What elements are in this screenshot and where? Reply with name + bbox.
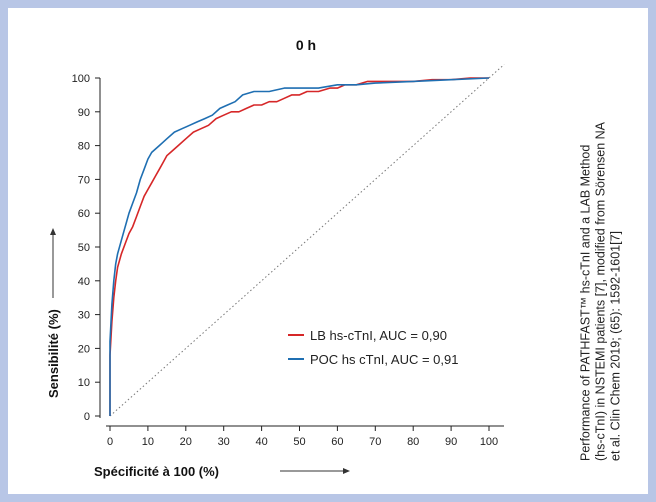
- chart-title: 0 h: [296, 37, 316, 53]
- figure-panel: 0 h 0 10 20 30 40 50 60 70 80 90 100 0 10 20 30 40 50 60 7…: [8, 8, 648, 494]
- x-tick-label: 20: [180, 436, 192, 448]
- x-axis-title: Spécificité à 100 (%): [94, 464, 219, 479]
- series-lines: [109, 77, 490, 416]
- y-axis-title: Sensibilité (%): [46, 309, 61, 398]
- legend: LB hs-cTnI, AUC = 0,90 POC hs cTnI, AUC =…: [288, 328, 458, 367]
- y-tick-label: 50: [78, 242, 90, 254]
- x-axis-arrowhead: [343, 468, 350, 474]
- y-tick-label: 40: [78, 276, 90, 288]
- series-line-poc-hs-ctni: [109, 77, 490, 416]
- x-tick-label: 100: [480, 436, 498, 448]
- y-tick-label: 70: [78, 174, 90, 186]
- x-tick-label: 80: [407, 436, 419, 448]
- y-tick-label: 80: [78, 141, 90, 153]
- figure-caption: Performance of PATHFAST™ hs-cTnI and a L…: [556, 8, 646, 494]
- axes: 0 10 20 30 40 50 60 70 80 90 100 0 10 20 30 40 50 60 70 80 9…: [72, 73, 504, 448]
- x-tick-label: 60: [331, 436, 343, 448]
- x-tick-label: 50: [293, 436, 305, 448]
- y-tick-label: 30: [78, 310, 90, 322]
- legend-label: LB hs-cTnI, AUC = 0,90: [310, 328, 447, 343]
- x-tick-label: 40: [255, 436, 267, 448]
- x-tick-label: 90: [445, 436, 457, 448]
- x-tick-label: 10: [142, 436, 154, 448]
- y-tick-label: 60: [78, 208, 90, 220]
- y-tick-label: 90: [78, 107, 90, 119]
- y-tick-label: 20: [78, 343, 90, 355]
- reference-line: [109, 64, 505, 417]
- x-tick-label: 70: [369, 436, 381, 448]
- y-tick-label: 10: [78, 377, 90, 389]
- x-tick-label: 30: [218, 436, 230, 448]
- x-tick-label: 0: [107, 436, 113, 448]
- legend-label: POC hs cTnI, AUC = 0,91: [310, 352, 458, 367]
- caption-line-3: et al. Clin Chem 2019; (65): 1592-1601[7…: [608, 231, 623, 461]
- y-tick-label: 0: [84, 411, 90, 423]
- caption-line-1: Performance of PATHFAST™ hs-cTnI and a L…: [578, 144, 593, 461]
- y-tick-label: 100: [72, 73, 90, 85]
- caption-line-2: (hs-cTnI) in NSTEMI patients [7], modifi…: [593, 121, 608, 461]
- reference-diagonal: [109, 64, 505, 417]
- y-axis-arrowhead: [50, 228, 56, 235]
- roc-chart: 0 h 0 10 20 30 40 50 60 70 80 90 100 0 10 20 30 40 50 60 7…: [46, 37, 505, 479]
